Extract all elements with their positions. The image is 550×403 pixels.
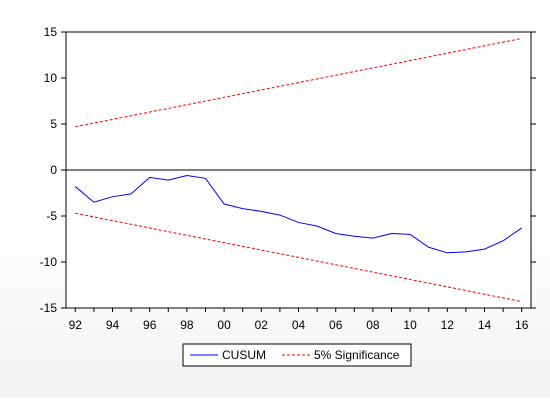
x-tick-label: 16 bbox=[515, 318, 529, 332]
x-tick-label: 14 bbox=[478, 318, 492, 332]
y-tick-label: -15 bbox=[40, 301, 58, 315]
upper-significance-line bbox=[75, 37, 522, 128]
x-tick-label: 02 bbox=[255, 318, 269, 332]
y-tick-label: 0 bbox=[50, 163, 57, 177]
y-tick-label: 5 bbox=[50, 117, 57, 131]
x-tick-label: 04 bbox=[292, 318, 306, 332]
x-tick-label: 96 bbox=[143, 318, 157, 332]
x-tick-label: 92 bbox=[69, 318, 83, 332]
legend-label-cusum: CUSUM bbox=[222, 348, 266, 362]
y-tick-label: -5 bbox=[46, 209, 57, 223]
x-tick-label: 06 bbox=[329, 318, 343, 332]
y-axis: -15 -10 -5 0 5 10 15 bbox=[40, 25, 536, 315]
x-tick-label: 00 bbox=[217, 318, 231, 332]
x-tick-label: 10 bbox=[403, 318, 417, 332]
x-tick-label: 98 bbox=[180, 318, 194, 332]
y-tick-label: 15 bbox=[44, 25, 58, 39]
x-tick-label: 94 bbox=[106, 318, 120, 332]
lower-significance-line bbox=[75, 212, 522, 303]
legend-label-significance: 5% Significance bbox=[314, 348, 400, 362]
y-tick-label: -10 bbox=[40, 255, 58, 269]
x-axis: 92 94 96 98 00 02 04 06 08 10 12 14 16 bbox=[69, 308, 529, 332]
legend: CUSUM 5% Significance bbox=[182, 343, 412, 367]
x-tick-label: 08 bbox=[366, 318, 380, 332]
y-tick-label: 10 bbox=[44, 71, 58, 85]
series-layer bbox=[74, 37, 522, 303]
x-tick-label: 12 bbox=[441, 318, 455, 332]
cusum-line bbox=[74, 175, 522, 254]
